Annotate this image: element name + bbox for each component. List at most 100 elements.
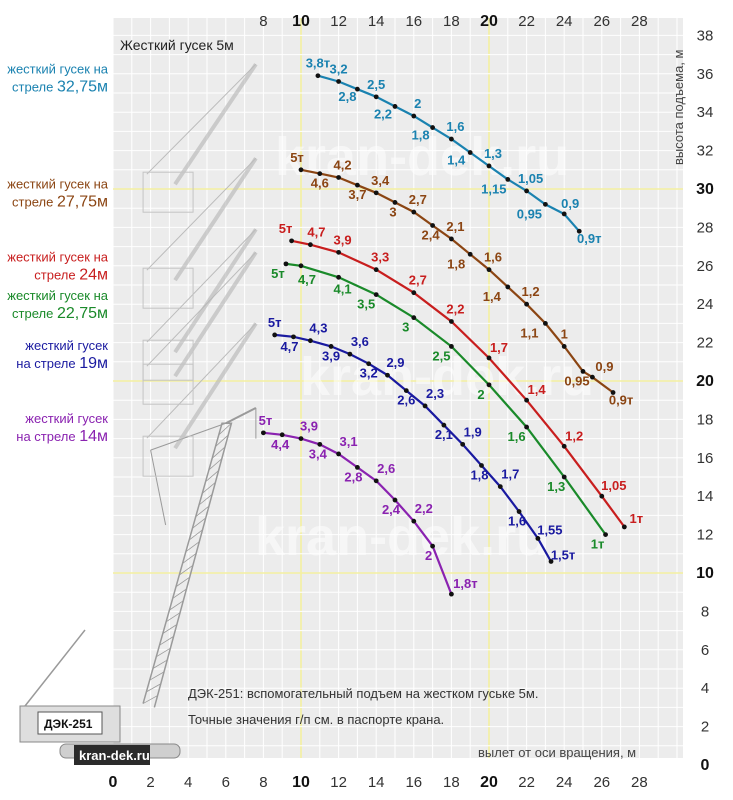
data-point xyxy=(336,451,341,457)
data-label: 0,9т xyxy=(577,231,601,246)
crane-upper-boom xyxy=(173,228,258,354)
series-4: 5т 4,7 4,3 3,9 3,6 3,2 2,9 2,6 2,3 2,1 1,9 1,8 1,7 1,… xyxy=(268,315,575,564)
crane-gantry xyxy=(24,629,86,707)
data-label: 1,3 xyxy=(484,146,502,161)
crane-boom-lattice xyxy=(195,505,210,517)
y-tick-label: 2 xyxy=(701,719,709,736)
crane-boom-lattice xyxy=(175,576,190,588)
data-point xyxy=(505,284,511,290)
data-point xyxy=(449,591,454,597)
series-line xyxy=(285,262,607,536)
crane-boom-lattice xyxy=(198,493,213,506)
data-label: 1,5т xyxy=(551,547,575,562)
series-name-line2: стреле 24м xyxy=(34,267,108,284)
series-name-text: стреле xyxy=(34,268,79,283)
data-label: 4,6 xyxy=(311,176,329,191)
data-label: 1,8 xyxy=(447,256,465,271)
data-point xyxy=(317,171,323,177)
data-label: 3,6 xyxy=(351,334,369,349)
data-label: 3 xyxy=(402,320,409,335)
data-point xyxy=(430,543,435,549)
data-label: 1,8 xyxy=(412,128,430,143)
data-label: 1,8т xyxy=(453,576,477,591)
y-tick-label: 0 xyxy=(701,757,710,774)
crane-upper-section xyxy=(142,363,194,405)
crane-mast xyxy=(150,450,167,526)
data-point xyxy=(298,263,304,269)
crane-boom-lattice xyxy=(179,564,194,576)
data-label: 0,9 xyxy=(561,196,579,211)
data-point xyxy=(449,136,454,142)
data-label: 3,1 xyxy=(340,434,358,449)
data-point xyxy=(392,104,398,109)
data-point xyxy=(403,388,409,393)
data-point xyxy=(373,190,379,196)
data-point xyxy=(543,201,548,207)
data-point xyxy=(535,536,541,541)
data-label: 1 xyxy=(561,326,568,341)
crane-boom-lattice xyxy=(165,612,181,623)
axes: 0 2 4 6 8 10 12 14 16 18 20 22 24 26 288 10 12 14 16 18 20 22… xyxy=(109,13,714,791)
data-label: 4,7 xyxy=(280,339,298,354)
data-point xyxy=(422,403,428,409)
crane-boom-lattice xyxy=(182,553,197,564)
series-2: 5т 4,7 3,9 3,3 2,7 2,2 1,7 1,4 1,2 1,05 1т xyxy=(279,221,643,530)
data-label: 2,1 xyxy=(435,427,453,442)
data-label: 2 xyxy=(425,548,432,563)
series-name-line1: жесткий гусек xyxy=(25,411,108,426)
crane-upper-section xyxy=(142,171,194,213)
data-label: 2,1 xyxy=(446,219,464,234)
x-tick-bottom-label: 2 xyxy=(146,774,154,791)
y-tick-label: 30 xyxy=(696,181,714,198)
data-point xyxy=(392,497,398,503)
data-label: 2,4 xyxy=(422,227,441,242)
data-label: 2,4 xyxy=(382,502,401,517)
series-name-line2: стреле 22,75м xyxy=(12,305,108,322)
watermark-bottom: kran-dek.ru xyxy=(255,507,549,567)
series-name-line1: жесткий гусек xyxy=(25,338,108,353)
data-label: 2,8 xyxy=(344,469,362,484)
y-tick-label: 38 xyxy=(697,27,714,44)
x-tick-top-label: 22 xyxy=(518,13,535,30)
data-point xyxy=(298,436,304,441)
series-name-value: 24м xyxy=(79,267,108,284)
data-label: 1т xyxy=(591,537,605,552)
y-tick-label: 22 xyxy=(697,335,714,352)
data-label: 1,4 xyxy=(483,289,502,304)
data-point xyxy=(467,251,473,257)
data-label: 1,7 xyxy=(501,467,519,482)
y-tick-label: 6 xyxy=(701,642,709,659)
crane-boom-lattice xyxy=(205,470,219,482)
data-label: 3,2 xyxy=(330,61,348,76)
crane-boom-lattice xyxy=(169,600,184,611)
top-note: Жесткий гусек 5м xyxy=(120,37,234,53)
data-label: 2 xyxy=(414,96,421,111)
website-label: kran-dek.ru xyxy=(79,748,150,763)
note-line-1: ДЭК-251: вспомогательный подъем на жестк… xyxy=(188,686,538,701)
crane-boom-lattice xyxy=(156,647,171,658)
data-point xyxy=(610,390,616,395)
series-name-text: стреле xyxy=(12,195,57,210)
data-label: 4,3 xyxy=(309,321,327,336)
data-label: 3,5 xyxy=(357,297,375,312)
crane-boom-lattice xyxy=(152,659,168,669)
data-point xyxy=(486,355,492,361)
crane-boom-lattice xyxy=(188,529,203,541)
data-label: 2,8 xyxy=(338,89,356,104)
data-point xyxy=(599,493,605,499)
watermark-middle: kran-dek.ru xyxy=(300,347,594,407)
series-line xyxy=(300,168,614,394)
data-point xyxy=(467,150,473,155)
data-point xyxy=(317,441,323,447)
data-point xyxy=(430,223,435,228)
data-point xyxy=(524,397,529,403)
crane-boom-lattice xyxy=(218,422,232,436)
data-label: 2,3 xyxy=(426,386,444,401)
data-label: 4,4 xyxy=(271,437,290,452)
crane-boom-lattice xyxy=(172,588,187,599)
crane-upper-section xyxy=(142,435,194,477)
data-point xyxy=(441,422,447,428)
y-tick-label: 12 xyxy=(697,527,714,544)
data-point xyxy=(603,532,608,537)
data-point xyxy=(516,509,522,514)
